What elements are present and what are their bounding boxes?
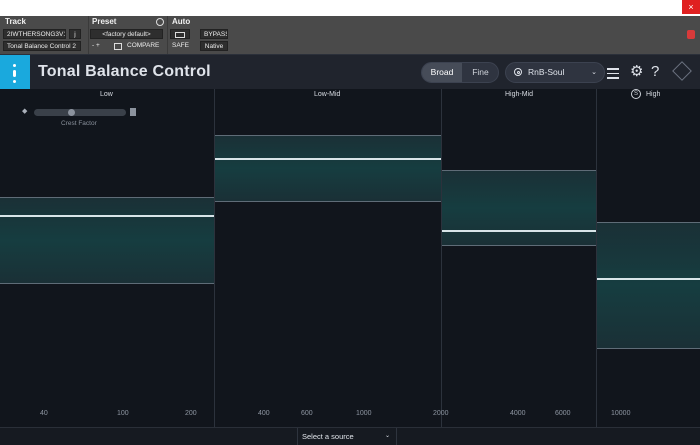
footer-bar: Select a source ⌄ <box>0 427 700 445</box>
header-divider <box>167 16 168 54</box>
band-level-low-mid <box>215 158 441 160</box>
axis-tick: 4000 <box>510 410 526 417</box>
band-label-high: High <box>646 91 661 98</box>
tonal-balance-plot: Low Low-Mid High-Mid S High ◆ Crest Fact… <box>0 89 700 427</box>
band-range-low <box>0 197 214 284</box>
insert-name-field[interactable]: Tonal Balance Control 2 <box>3 41 81 51</box>
plugin-header: Tonal Balance Control Broad Fine RnB-Sou… <box>0 54 700 90</box>
mode-broad-button[interactable]: Broad <box>422 63 462 82</box>
close-button[interactable]: × <box>682 0 700 14</box>
axis-tick: 2000 <box>433 410 449 417</box>
target-icon <box>514 68 522 76</box>
band-level-low <box>0 215 214 217</box>
menu-icon[interactable] <box>605 62 621 83</box>
crest-factor-label: Crest Factor <box>61 120 97 127</box>
crest-bar-icon <box>130 108 136 116</box>
band-label-low: Low <box>100 91 113 98</box>
source-select-label: Select a source <box>302 432 354 441</box>
band-divider <box>214 89 215 427</box>
compare-button[interactable]: COMPARE <box>127 42 160 49</box>
band-range-high-mid <box>442 170 596 246</box>
track-name-field[interactable]: 2IWTHERSONG3V1 <box>3 29 66 39</box>
relay-logo-icon[interactable] <box>672 61 692 81</box>
source-select[interactable]: Select a source ⌄ <box>297 428 397 445</box>
preset-controls[interactable]: - + <box>92 42 100 49</box>
window-titlebar: × <box>0 0 700 16</box>
help-icon[interactable]: ? <box>651 63 660 80</box>
axis-tick: 10000 <box>611 410 631 417</box>
auto-icon <box>175 32 185 38</box>
band-range-low-mid <box>215 135 441 202</box>
crest-diamond-icon: ◆ <box>22 108 28 115</box>
auto-button[interactable] <box>170 29 190 39</box>
preset-select[interactable]: <factory default> <box>90 29 163 39</box>
band-range-high <box>597 222 700 349</box>
axis-tick: 400 <box>258 410 270 417</box>
bypass-button[interactable]: BYPASS <box>200 29 228 39</box>
plugin-alert-icon[interactable] <box>687 30 695 39</box>
axis-tick: 6000 <box>555 410 571 417</box>
band-divider <box>596 89 597 427</box>
mode-toggle: Broad Fine <box>421 62 499 83</box>
clipboard-icon[interactable] <box>114 43 122 50</box>
band-level-high <box>597 278 700 280</box>
axis-tick: 1000 <box>356 410 372 417</box>
track-suffix-button[interactable]: j <box>69 29 81 39</box>
preset-dot-icon[interactable] <box>156 18 164 26</box>
band-divider <box>441 89 442 427</box>
crest-factor-slider[interactable] <box>34 109 126 116</box>
axis-tick: 600 <box>301 410 313 417</box>
crest-factor-knob[interactable] <box>68 109 75 116</box>
axis-tick: 200 <box>185 410 197 417</box>
band-level-high-mid <box>442 230 596 232</box>
solo-icon[interactable]: S <box>631 89 641 99</box>
izotope-logo-icon <box>0 55 30 90</box>
host-header: Track Preset Auto 2IWTHERSONG3V1 j Tonal… <box>0 16 700 54</box>
target-select-value: RnB-Soul <box>528 67 565 77</box>
header-divider <box>88 16 89 54</box>
native-button[interactable]: Native <box>200 41 228 51</box>
axis-tick: 100 <box>117 410 129 417</box>
target-select[interactable]: RnB-Soul ⌄ <box>505 62 605 83</box>
band-label-high-mid: High-Mid <box>505 91 534 98</box>
auto-label: Auto <box>172 17 191 26</box>
mode-fine-button[interactable]: Fine <box>472 67 489 77</box>
track-label: Track <box>5 17 26 26</box>
preset-label: Preset <box>92 17 117 26</box>
plugin-title: Tonal Balance Control <box>38 63 211 80</box>
chevron-down-icon: ⌄ <box>591 69 597 76</box>
gear-icon[interactable]: ⚙ <box>630 63 644 80</box>
band-label-low-mid: Low-Mid <box>314 91 341 98</box>
chevron-down-icon: ⌄ <box>384 433 390 439</box>
axis-tick: 40 <box>40 410 48 417</box>
safe-button[interactable]: SAFE <box>172 42 189 49</box>
